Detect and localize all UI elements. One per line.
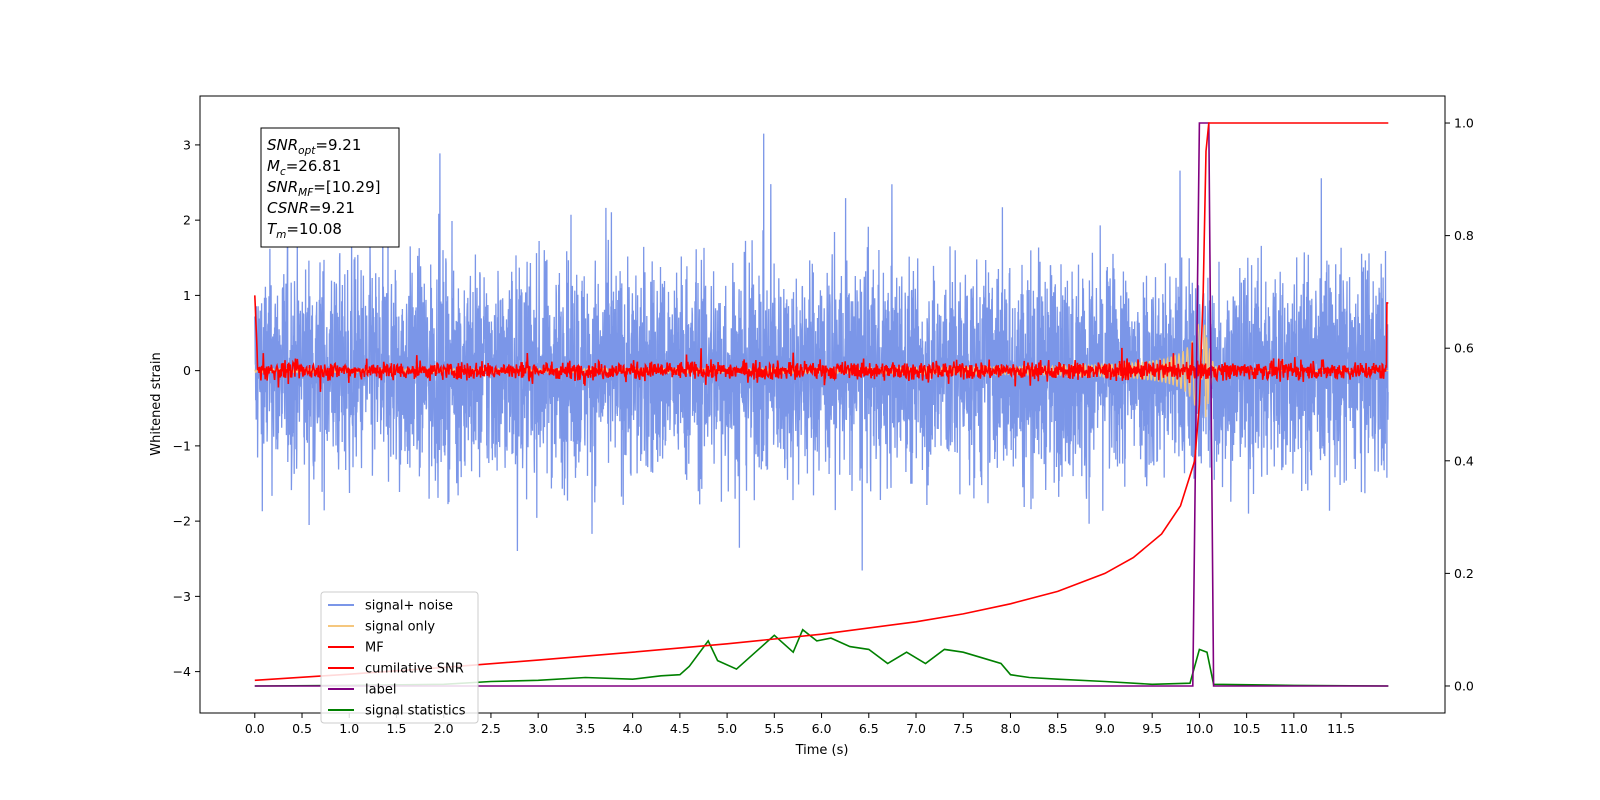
y-tick-label: −3: [173, 589, 191, 604]
y-tick-label: −1: [173, 438, 191, 453]
series-signal-noise: [254, 133, 1389, 571]
x-tick-label: 10.0: [1185, 721, 1213, 736]
y2-tick-label: 0.4: [1454, 453, 1474, 468]
legend-label: cumilative SNR: [365, 662, 464, 677]
x-tick-label: 4.0: [623, 721, 643, 736]
x-tick-label: 7.0: [906, 721, 926, 736]
series-mf: [254, 295, 1389, 392]
x-tick-label: 3.5: [575, 721, 595, 736]
x-tick-label: 4.5: [670, 721, 690, 736]
x-tick-label: 8.0: [1001, 721, 1021, 736]
legend-label: signal statistics: [365, 704, 466, 719]
x-tick-label: 5.0: [717, 721, 737, 736]
legend-label: signal only: [365, 620, 435, 635]
plot-frame: [199, 95, 1446, 714]
series-label: [254, 122, 1389, 687]
y2-tick-label: 0.0: [1454, 678, 1474, 693]
y-tick-label: 0: [183, 363, 191, 378]
x-tick-label: 11.0: [1280, 721, 1308, 736]
x-tick-label: 0.5: [292, 721, 312, 736]
annotation-line: SNRopt=9.21: [267, 136, 361, 157]
y-tick-label: 1: [183, 288, 191, 303]
y-axis-right: 1.0 0.8 0.6 0.4 0.2 0.0: [1445, 116, 1474, 693]
legend-label: MF: [365, 641, 384, 656]
y2-tick-label: 0.2: [1454, 566, 1474, 581]
y-tick-label: 2: [183, 213, 191, 228]
x-tick-label: 1.0: [339, 721, 359, 736]
y2-tick-label: 1.0: [1454, 116, 1474, 131]
x-tick-label: 2.5: [481, 721, 501, 736]
y-axis-left: 3 2 1 0 −1 −2 −3 −4: [173, 137, 200, 679]
annotation-line: Mc=26.81: [267, 157, 341, 178]
plot-lines: [254, 122, 1389, 687]
x-tick-label: 6.0: [812, 721, 832, 736]
x-tick-label: 9.0: [1095, 721, 1115, 736]
x-tick-label: 11.5: [1327, 721, 1355, 736]
series-cumulative-snr: [254, 122, 1389, 682]
x-tick-label: 10.5: [1233, 721, 1261, 736]
legend-label: label: [365, 683, 396, 698]
y2-tick-label: 0.6: [1454, 341, 1474, 356]
legend-frame: [320, 591, 479, 724]
x-tick-label: 3.0: [528, 721, 548, 736]
legend-label: signal+ noise: [365, 599, 453, 614]
x-tick-label: 7.5: [953, 721, 973, 736]
x-tick-label: 6.5: [859, 721, 879, 736]
y-tick-label: −2: [173, 514, 191, 529]
x-tick-label: 5.5: [764, 721, 784, 736]
y-axis-label: Whitened strain: [149, 352, 164, 455]
x-tick-label: 0.0: [245, 721, 265, 736]
annotation-frame: [260, 127, 400, 248]
annotation-line: Tm=10.08: [267, 220, 342, 241]
x-tick-label: 9.5: [1142, 721, 1162, 736]
annotation-line: CSNR=9.21: [267, 199, 355, 217]
series-signal-statistics: [254, 628, 1389, 687]
y-tick-label: 3: [183, 137, 191, 152]
y-tick-label: −4: [173, 664, 191, 679]
x-axis-label: Time (s): [795, 743, 849, 758]
annotation-line: SNRMF=[10.29]: [267, 178, 381, 199]
x-axis: 0.0 0.5 1.0 1.5 2.0 2.5 3.0 3.5 4.0 4.5 5.0 5.5 6.0 6…: [245, 713, 1355, 736]
x-tick-label: 1.5: [387, 721, 407, 736]
y2-tick-label: 0.8: [1454, 228, 1474, 243]
x-tick-label: 2.0: [434, 721, 454, 736]
parameter-annotation-box: SNRopt=9.21Mc=26.81SNRMF=[10.29]CSNR=9.2…: [260, 127, 400, 248]
x-tick-label: 8.5: [1048, 721, 1068, 736]
legend: signal+ noise signal only MF cumilative SNR…: [320, 591, 479, 724]
